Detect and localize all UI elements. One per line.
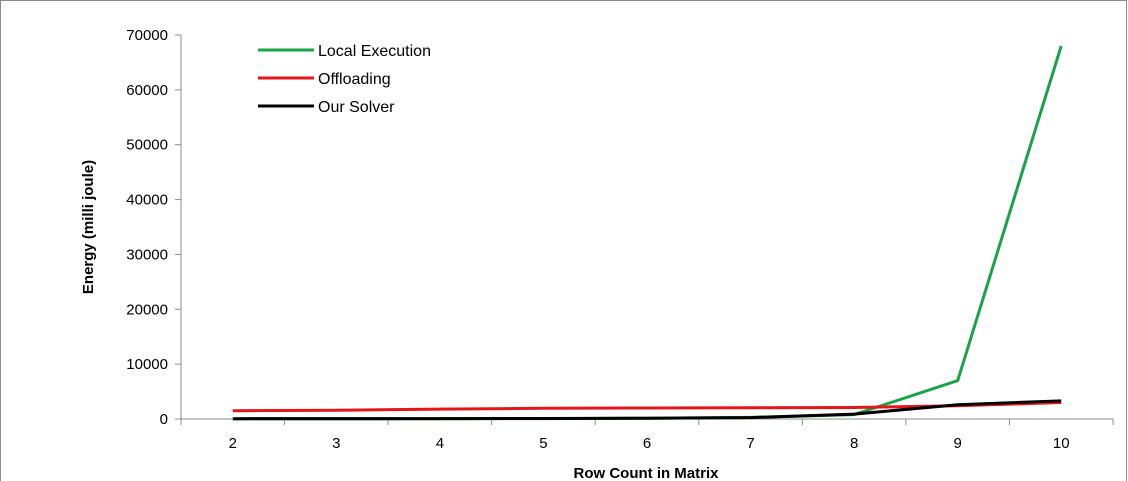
legend-label: Offloading [318, 71, 391, 88]
x-tick-label: 5 [539, 435, 547, 452]
legend: Local Execution Offloading Our Solver [258, 43, 431, 116]
y-tick-label: 30000 [126, 246, 168, 263]
y-axis-title: Energy (milli joule) [80, 160, 97, 294]
x-tick-label: 4 [436, 435, 444, 452]
y-tick-label: 10000 [126, 356, 168, 373]
axes: 0 10000 20000 30000 40000 50000 60000 70000 2 3 4 5… [126, 27, 1114, 452]
x-tick-label: 3 [332, 435, 340, 452]
y-tick-label: 60000 [126, 82, 168, 99]
x-tick-label: 8 [850, 435, 858, 452]
x-tick-label: 2 [229, 435, 237, 452]
y-tick-label: 0 [160, 411, 168, 428]
x-axis-title: Row Count in Matrix [574, 465, 720, 481]
legend-label: Local Execution [318, 43, 431, 60]
x-tick-label: 7 [746, 435, 754, 452]
y-tick-label: 20000 [126, 301, 168, 318]
y-tick-label: 70000 [126, 27, 168, 44]
x-tick-label: 6 [643, 435, 651, 452]
y-tick-label: 50000 [126, 137, 168, 154]
series-line-3 [232, 399, 1062, 421]
y-tick-label: 40000 [126, 192, 168, 209]
x-tick-label: 9 [953, 435, 961, 452]
x-tick-label: 10 [1053, 435, 1070, 452]
legend-label: Our Solver [318, 99, 395, 116]
series-lines [232, 45, 1063, 421]
